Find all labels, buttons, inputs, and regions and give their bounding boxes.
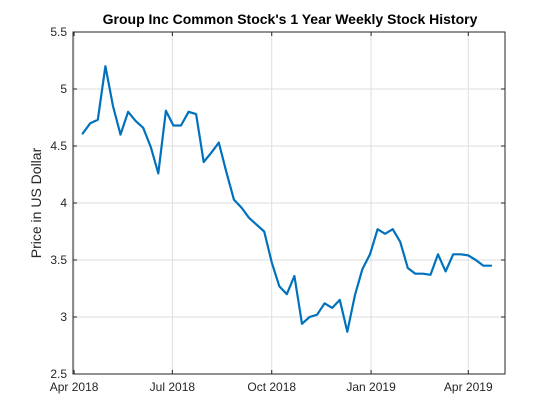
y-tick-label: 2.5: [50, 367, 67, 381]
y-tick-label: 4: [60, 196, 67, 210]
x-tick-label: Apr 2018: [50, 380, 99, 394]
x-tick-label: Apr 2019: [444, 380, 493, 394]
y-tick-label: 3: [60, 310, 67, 324]
x-tick-label: Jul 2018: [150, 380, 196, 394]
price-line: [81, 65, 493, 333]
plot-frame: [72, 31, 506, 375]
y-tick-label: 5.5: [50, 25, 67, 39]
axes: [72, 31, 506, 375]
plot-series: [81, 65, 493, 333]
y-tick-label: 3.5: [50, 253, 67, 267]
x-tick-label: Jan 2019: [346, 380, 396, 394]
chart-title: Group Inc Common Stock's 1 Year Weekly S…: [103, 11, 478, 27]
y-axis-label: Price in US Dollar: [28, 147, 44, 258]
tick-labels: Apr 2018 Jul 2018 Oct 2018 Jan 2019 Apr 2019…: [50, 25, 493, 394]
y-tick-label: 4.5: [50, 139, 67, 153]
y-tick-label: 5: [60, 82, 67, 96]
x-tick-label: Oct 2018: [247, 380, 296, 394]
